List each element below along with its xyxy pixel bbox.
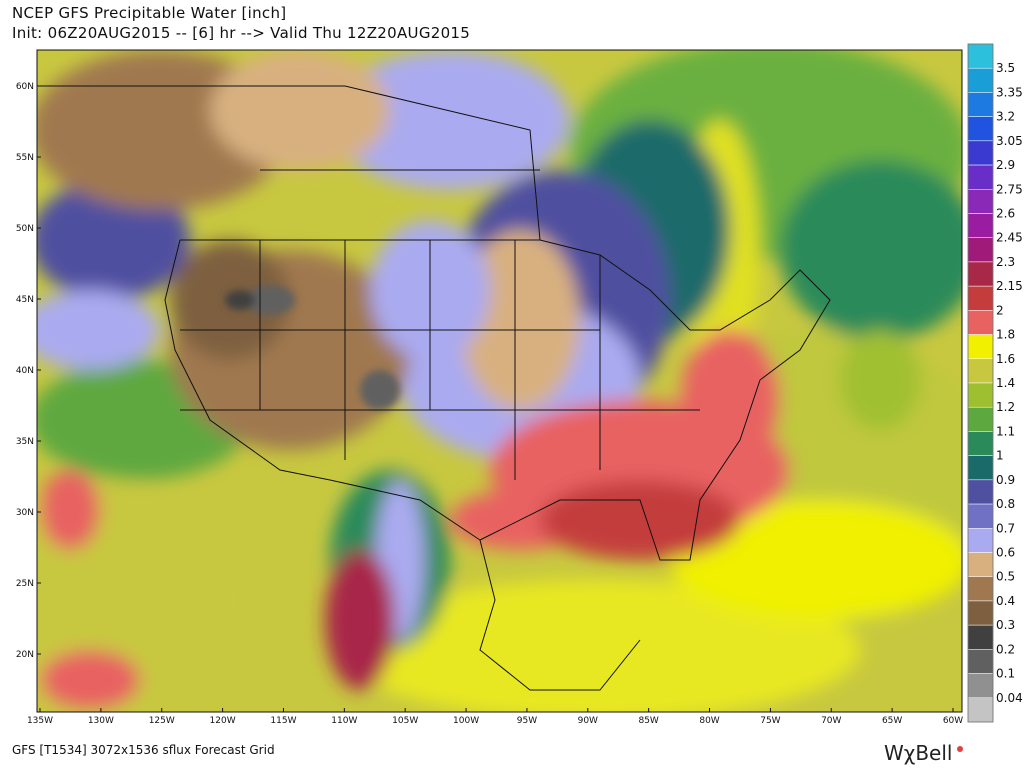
lon-label: 110W: [331, 716, 357, 726]
colorbar-swatch: [967, 552, 994, 577]
colorbar-label: 2.75: [996, 182, 1023, 196]
colorbar-swatch: [967, 697, 994, 723]
colorbar-top: [967, 43, 994, 69]
colorbar-label: 3.05: [996, 134, 1023, 148]
lon-label: 135W: [27, 716, 53, 726]
colorbar-label: 1.8: [996, 328, 1015, 342]
lat-label: 30N: [16, 508, 34, 518]
lon-label: 125W: [149, 716, 175, 726]
colorbar-label: 3.5: [996, 61, 1015, 75]
colorbar-swatch: [967, 140, 994, 166]
colorbar-swatch: [967, 382, 994, 408]
lon-label: 65W: [882, 716, 902, 726]
lat-label: 25N: [16, 579, 34, 589]
colorbar-label: 0.8: [996, 497, 1015, 511]
colorbar-label: 0.5: [996, 570, 1015, 584]
lon-label: 90W: [578, 716, 598, 726]
colorbar-label: 2.15: [996, 279, 1023, 293]
colorbar-swatch: [967, 116, 994, 142]
colorbar-label: 0.7: [996, 521, 1015, 535]
colorbar-label: 1: [996, 449, 1004, 463]
colorbar-swatch: [967, 503, 994, 529]
colorbar-label: 0.04: [996, 691, 1023, 705]
colorbar-swatch: [967, 334, 994, 360]
colorbar-label: 2.9: [996, 158, 1015, 172]
colorbar-label: 2.6: [996, 207, 1015, 221]
axis-labels: 60N 55N 50N 45N 40N 35N 30N 25N 20N 135W 130W 125W 1…: [16, 82, 963, 726]
colorbar-swatch: [967, 624, 994, 650]
lon-label: 130W: [88, 716, 114, 726]
colorbar-swatch: [967, 310, 994, 335]
colorbar-swatch: [967, 358, 994, 384]
colorbar-swatch: [967, 431, 994, 456]
colorbar-label: 0.1: [996, 667, 1015, 681]
colorbar-label: 0.9: [996, 473, 1015, 487]
colorbar: 3.5 3.35 3.2 3.05 2.9 2.75 2.6 2.45 2.3 2.15 2 1.8 1…: [967, 43, 1023, 723]
lon-label: 75W: [760, 716, 780, 726]
colorbar-label: 1.2: [996, 400, 1015, 414]
logo: WχBell: [884, 741, 952, 765]
lon-label: 60W: [943, 716, 963, 726]
colorbar-swatch: [967, 600, 994, 626]
colorbar-swatch: [967, 237, 994, 263]
logo-dot: [957, 746, 963, 752]
colorbar-swatch: [967, 213, 994, 238]
colorbar-swatch: [967, 576, 994, 602]
lat-label: 40N: [16, 366, 34, 376]
colorbar-swatch: [967, 528, 994, 553]
lon-label: 80W: [699, 716, 719, 726]
lat-label: 55N: [16, 153, 34, 163]
lat-label: 20N: [16, 650, 34, 660]
colorbar-label: 1.6: [996, 352, 1015, 366]
colorbar-swatch: [967, 406, 994, 432]
colorbar-swatch: [967, 92, 994, 117]
lon-label: 105W: [392, 716, 418, 726]
lon-label: 115W: [270, 716, 296, 726]
colorbar-label: 0.4: [996, 594, 1015, 608]
colorbar-swatch: [967, 164, 994, 190]
colorbar-label: 0.2: [996, 642, 1015, 656]
colorbar-label: 2: [996, 303, 1004, 317]
colorbar-swatch: [967, 189, 994, 214]
map: [37, 50, 962, 712]
footer-text: GFS [T1534] 3072x1536 sflux Forecast Gri…: [12, 743, 275, 757]
colorbar-label: 2.3: [996, 255, 1015, 269]
lon-label: 95W: [517, 716, 537, 726]
colorbar-label: 3.35: [996, 85, 1023, 99]
colorbar-label: 0.3: [996, 618, 1015, 632]
lon-label: 85W: [638, 716, 658, 726]
colorbar-label: 2.45: [996, 231, 1023, 245]
subtitle: Init: 06Z20AUG2015 -- [6] hr --> Valid T…: [12, 24, 470, 42]
lat-label: 35N: [16, 437, 34, 447]
title: NCEP GFS Precipitable Water [inch]: [12, 4, 286, 22]
lat-label: 50N: [16, 224, 34, 234]
colorbar-swatch: [967, 455, 994, 481]
colorbar-swatch: [967, 285, 994, 311]
colorbar-label: 0.6: [996, 546, 1015, 560]
lat-label: 45N: [16, 295, 34, 305]
colorbar-swatch: [967, 673, 994, 699]
lon-label: 100W: [453, 716, 479, 726]
lon-label: 120W: [210, 716, 236, 726]
colorbar-frame: [967, 43, 994, 723]
colorbar-swatch: [967, 649, 994, 674]
lat-label: 60N: [16, 82, 34, 92]
colorbar-swatch: [967, 67, 994, 93]
borders: [37, 85, 831, 691]
colorbar-label: 3.2: [996, 110, 1015, 124]
map-frame: [36, 49, 963, 713]
lon-label: 70W: [821, 716, 841, 726]
colorbar-swatch: [967, 479, 994, 505]
colorbar-label: 1.1: [996, 424, 1015, 438]
colorbar-label: 1.4: [996, 376, 1015, 390]
colorbar-swatch: [967, 261, 994, 287]
